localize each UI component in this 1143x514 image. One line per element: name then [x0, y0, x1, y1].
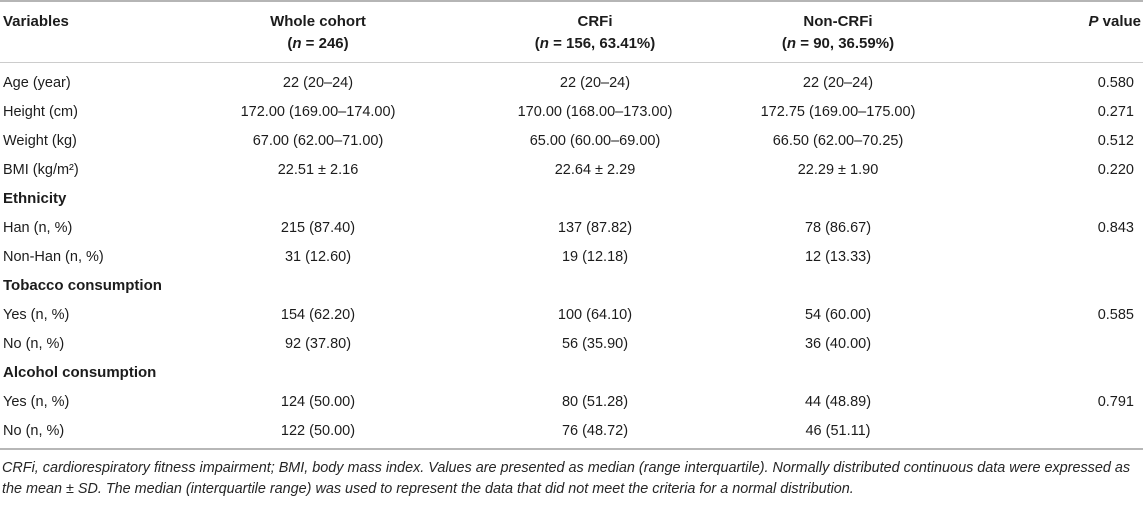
cell-p-value: 0.271 — [1097, 103, 1134, 120]
cell-whole-cohort-value: 67.00 (62.00–71.00) — [252, 132, 384, 149]
table-row: Yes (n, %) 154 (62.20) 100 (64.10) 54 (6… — [0, 300, 1143, 329]
cell-variable-label: No (n, %) — [3, 422, 65, 439]
n-count: = 90, 36.59%) — [796, 35, 895, 52]
cell-crfi-value: 22 (20–24) — [559, 74, 631, 91]
table-row: Age (year) 22 (20–24) 22 (20–24) 22 (20–… — [0, 63, 1143, 98]
col-header-non-crfi-title: Non-CRFi — [803, 13, 873, 30]
cell-non-crfi-value: 172.75 (169.00–175.00) — [760, 103, 916, 120]
col-header-p-value: P value — [952, 1, 1143, 63]
table-footnote: CRFi, cardiorespiratory fitness impairme… — [2, 460, 1131, 497]
table-row: Height (cm) 172.00 (169.00–174.00) 170.0… — [0, 97, 1143, 126]
p-value-label: value — [1098, 13, 1141, 30]
cell-variable-label: BMI (kg/m²) — [3, 161, 79, 178]
cell-non-crfi-value: 12 (13.33) — [804, 248, 872, 265]
cell-crfi-value: 137 (87.82) — [557, 219, 633, 236]
cell-crfi-value: 65.00 (60.00–69.00) — [529, 132, 661, 149]
cell-non-crfi-value: 22 (20–24) — [802, 74, 874, 91]
col-header-non-crfi-n: (n = 90, 36.59%) — [724, 33, 952, 55]
cell-non-crfi-value: 44 (48.89) — [804, 393, 872, 410]
cell-non-crfi-value: 66.50 (62.00–70.25) — [772, 132, 904, 149]
col-header-whole-cohort-n: (n = 246) — [170, 33, 466, 55]
table-row: Han (n, %) 215 (87.40) 137 (87.82) 78 (8… — [0, 213, 1143, 242]
paren-open: ( — [534, 35, 540, 52]
cell-p-value: 0.585 — [1097, 306, 1134, 323]
cell-p-value: 0.843 — [1097, 219, 1134, 236]
n-symbol: n — [292, 35, 302, 52]
cell-crfi-value: 76 (48.72) — [561, 422, 629, 439]
cell-non-crfi-value: 36 (40.00) — [804, 335, 872, 352]
cell-whole-cohort-value: 22 (20–24) — [282, 74, 354, 91]
paren-open: ( — [781, 35, 787, 52]
baseline-characteristics-table: Variables Whole cohort (n = 246) CRFi (n… — [0, 0, 1143, 450]
cell-p-value — [952, 242, 1143, 271]
col-header-whole-cohort-title: Whole cohort — [270, 13, 366, 30]
cell-whole-cohort-value: 172.00 (169.00–174.00) — [240, 103, 396, 120]
cell-whole-cohort-value: 215 (87.40) — [280, 219, 356, 236]
cell-crfi-value: 19 (12.18) — [561, 248, 629, 265]
cell-p-value — [952, 329, 1143, 358]
col-header-crfi-title: CRFi — [577, 13, 613, 30]
table-section-row: Ethnicity — [0, 184, 1143, 213]
cell-crfi-value: 22.64 ± 2.29 — [554, 161, 636, 178]
n-symbol: n — [539, 35, 549, 52]
cell-variable-label: Weight (kg) — [3, 132, 77, 149]
cell-p-value: 0.512 — [1097, 132, 1134, 149]
section-header-label: Alcohol consumption — [3, 364, 157, 381]
n-symbol: n — [786, 35, 797, 52]
cell-variable-label: Age (year) — [3, 74, 71, 91]
col-header-crfi: CRFi (n = 156, 63.41%) — [466, 1, 724, 63]
cell-variable-label: Non-Han (n, %) — [3, 248, 104, 265]
table-row: Weight (kg) 67.00 (62.00–71.00) 65.00 (6… — [0, 126, 1143, 155]
cell-crfi-value: 80 (51.28) — [561, 393, 629, 410]
cell-p-value — [952, 416, 1143, 449]
section-header-label: Tobacco consumption — [3, 277, 162, 294]
table-row: Yes (n, %) 124 (50.00) 80 (51.28) 44 (48… — [0, 387, 1143, 416]
cell-whole-cohort-value: 122 (50.00) — [280, 422, 356, 439]
cell-variable-label: Han (n, %) — [3, 219, 73, 236]
table-section-row: Alcohol consumption — [0, 358, 1143, 387]
n-count: = 156, 63.41%) — [548, 35, 656, 52]
n-count: = 246) — [301, 35, 349, 52]
col-header-variables: Variables — [0, 1, 170, 63]
cell-whole-cohort-value: 154 (62.20) — [280, 306, 356, 323]
cell-variable-label: Yes (n, %) — [3, 393, 70, 410]
cell-crfi-value: 56 (35.90) — [561, 335, 629, 352]
cell-whole-cohort-value: 22.51 ± 2.16 — [277, 161, 359, 178]
table-section-row: Tobacco consumption — [0, 271, 1143, 300]
table-row: No (n, %) 92 (37.80) 56 (35.90) 36 (40.0… — [0, 329, 1143, 358]
table-body: Age (year) 22 (20–24) 22 (20–24) 22 (20–… — [0, 63, 1143, 450]
cell-p-value: 0.791 — [1097, 393, 1134, 410]
col-header-whole-cohort: Whole cohort (n = 246) — [170, 1, 466, 63]
cell-whole-cohort-value: 31 (12.60) — [284, 248, 352, 265]
cell-variable-label: No (n, %) — [3, 335, 65, 352]
table-header: Variables Whole cohort (n = 246) CRFi (n… — [0, 1, 1143, 63]
baseline-characteristics-table-container: Variables Whole cohort (n = 246) CRFi (n… — [0, 0, 1143, 497]
col-header-variables-label: Variables — [3, 13, 69, 30]
cell-variable-label: Yes (n, %) — [3, 306, 70, 323]
header-row: Variables Whole cohort (n = 246) CRFi (n… — [0, 1, 1143, 63]
col-header-crfi-n: (n = 156, 63.41%) — [466, 33, 724, 55]
cell-p-value: 0.580 — [1097, 74, 1134, 91]
table-row: No (n, %) 122 (50.00) 76 (48.72) 46 (51.… — [0, 416, 1143, 449]
cell-non-crfi-value: 78 (86.67) — [804, 219, 872, 236]
cell-whole-cohort-value: 124 (50.00) — [280, 393, 356, 410]
paren-open: ( — [287, 35, 293, 52]
cell-non-crfi-value: 46 (51.11) — [805, 422, 871, 439]
section-header-label: Ethnicity — [3, 190, 67, 207]
table-row: Non-Han (n, %) 31 (12.60) 19 (12.18) 12 … — [0, 242, 1143, 271]
cell-whole-cohort-value: 92 (37.80) — [284, 335, 352, 352]
cell-non-crfi-value: 54 (60.00) — [804, 306, 872, 323]
cell-crfi-value: 170.00 (168.00–173.00) — [517, 103, 673, 120]
table-row: BMI (kg/m²) 22.51 ± 2.16 22.64 ± 2.29 22… — [0, 155, 1143, 184]
cell-non-crfi-value: 22.29 ± 1.90 — [797, 161, 879, 178]
cell-p-value: 0.220 — [1097, 161, 1134, 178]
cell-variable-label: Height (cm) — [3, 103, 78, 120]
cell-crfi-value: 100 (64.10) — [557, 306, 633, 323]
p-symbol: P — [1088, 13, 1099, 30]
col-header-non-crfi: Non-CRFi (n = 90, 36.59%) — [724, 1, 952, 63]
